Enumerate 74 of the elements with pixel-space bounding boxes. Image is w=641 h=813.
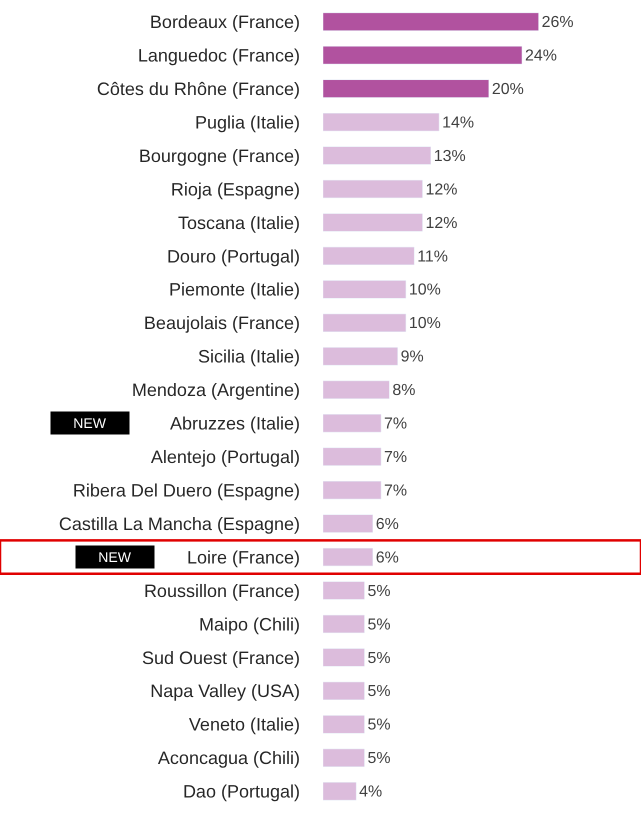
bar: [323, 213, 423, 232]
data-label: 7%: [384, 482, 408, 500]
y-tick-label: Dao (Portugal): [182, 782, 300, 802]
bar: [323, 280, 406, 299]
y-tick-label: Rioja (Espagne): [170, 179, 300, 200]
data-label: 10%: [408, 282, 441, 299]
bar: [323, 46, 522, 64]
y-tick-label: Napa Valley (USA): [150, 681, 300, 702]
data-label: 7%: [384, 449, 408, 466]
y-tick-label: Maipo (Chili): [198, 614, 300, 634]
y-tick-label: Alentejo (Portugal): [150, 446, 300, 467]
bar: [323, 448, 382, 466]
y-tick-label: Douro (Portugal): [166, 246, 300, 266]
data-label: 14%: [442, 114, 474, 132]
y-tick-label: Veneto (Italie): [188, 714, 300, 735]
data-label: 5%: [367, 750, 391, 768]
y-tick-label: Toscana (Italie): [178, 212, 300, 233]
data-label: 13%: [434, 148, 466, 165]
y-tick-label: Abruzzes (Italie): [170, 414, 300, 434]
bar: [323, 146, 432, 165]
data-label: 12%: [426, 214, 458, 232]
bar: [323, 514, 373, 533]
bar: [323, 614, 365, 634]
data-label: 7%: [384, 416, 408, 433]
y-tick-label: Languedoc (France): [138, 45, 300, 66]
bar: [323, 347, 398, 366]
y-tick-label: Mendoza (Argentine): [132, 380, 300, 400]
bar: [323, 246, 414, 266]
y-tick-label: Sud Ouest (France): [142, 648, 300, 668]
y-tick-label: Côtes du Rhône (France): [96, 78, 300, 99]
y-tick-label: Ribera Del Duero (Espagne): [72, 480, 300, 500]
bar: [323, 80, 490, 98]
data-label: 8%: [392, 382, 416, 400]
y-tick-label: Sicilia (Italie): [198, 346, 300, 367]
bar: [323, 782, 356, 800]
data-label: 12%: [426, 181, 458, 198]
y-tick-label: Bourgogne (France): [138, 146, 300, 166]
data-label: 9%: [400, 348, 424, 366]
bar: [323, 648, 365, 667]
bar: [323, 12, 539, 31]
bar: [323, 748, 365, 767]
bar: [323, 481, 382, 500]
data-label: 6%: [376, 549, 399, 566]
data-label: 5%: [367, 582, 391, 600]
text: NEW: [98, 549, 132, 565]
y-tick-label: Piemonte (Italie): [168, 280, 300, 300]
bar: [323, 414, 382, 432]
data-label: 20%: [492, 80, 524, 98]
bar: [323, 682, 365, 700]
data-label: 24%: [525, 48, 557, 65]
y-tick-label: Puglia (Italie): [194, 112, 300, 132]
data-label: 26%: [542, 14, 574, 32]
y-tick-label: Loire (France): [186, 547, 300, 568]
data-label: 5%: [367, 716, 391, 734]
y-tick-label: Roussillon (France): [144, 580, 300, 601]
bar: [323, 314, 406, 332]
bar: [323, 380, 390, 399]
text: NEW: [73, 415, 107, 431]
y-tick-label: Castilla La Mancha (Espagne): [58, 514, 300, 534]
data-label: 5%: [367, 616, 391, 634]
data-label: 10%: [408, 315, 441, 332]
data-label: 5%: [367, 683, 391, 700]
bar: [323, 715, 365, 734]
y-tick-label: Aconcagua (Chili): [158, 748, 300, 768]
data-label: 11%: [417, 248, 448, 266]
bar: [323, 180, 423, 198]
bar: [323, 548, 373, 566]
bar: [323, 581, 365, 600]
data-label: 6%: [376, 516, 399, 533]
bar: [323, 112, 440, 132]
data-label: 4%: [359, 784, 382, 801]
y-tick-label: Bordeaux (France): [150, 12, 300, 32]
y-tick-label: Beaujolais (France): [144, 313, 300, 334]
data-label: 5%: [367, 650, 391, 667]
